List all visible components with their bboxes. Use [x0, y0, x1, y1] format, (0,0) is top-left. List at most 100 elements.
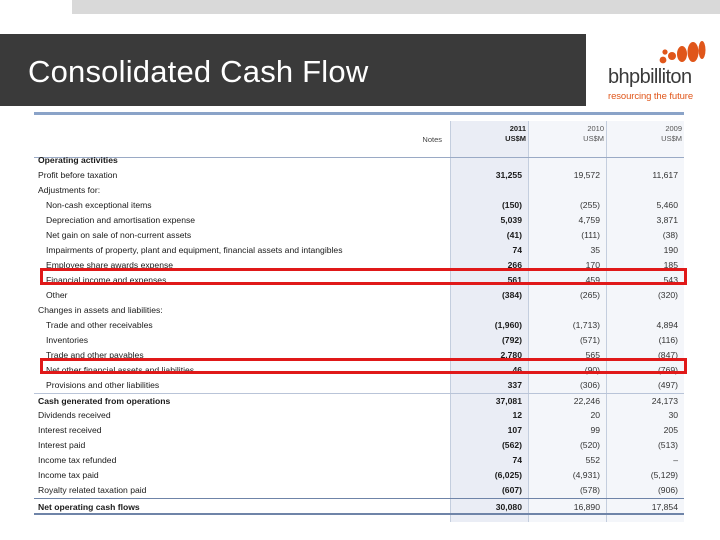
value-2010: (520) — [579, 440, 600, 450]
statement-header: Notes 2011 US$M 2010 US$M 2009 US$M — [34, 121, 684, 158]
table-row: Non-cash exceptional items (150) (255) 5,46… — [34, 198, 684, 213]
bhp-billiton-logo: bhpbilliton resourcing the future — [602, 40, 712, 106]
row-label: Income tax refunded — [38, 455, 117, 465]
column-header-2009: 2009 US$M — [661, 124, 682, 143]
value-2009: 543 — [663, 275, 678, 285]
column-header-2010: 2010 US$M — [583, 124, 604, 143]
value-2009: 4,894 — [656, 320, 678, 330]
value-2009: (906) — [657, 485, 678, 495]
table-row: Profit before taxation 31,255 19,572 11,617 — [34, 168, 684, 183]
row-label: Net operating cash flows — [38, 502, 140, 512]
value-2011: 31,255 — [495, 170, 522, 180]
table-row: Changes in assets and liabilities: — [34, 303, 684, 318]
value-2011: 37,081 — [495, 396, 522, 406]
table-row: Depreciation and amortisation expense 5,0… — [34, 213, 684, 228]
value-2010: 16,890 — [573, 502, 600, 512]
highlight-net-other-financial-row — [40, 358, 687, 374]
value-2011: (607) — [501, 485, 522, 495]
value-2010: 22,246 — [573, 396, 600, 406]
table-row: Net operating cash flows 30,080 16,890 17,8… — [34, 498, 684, 515]
value-2011: 5,039 — [500, 215, 522, 225]
table-row: Income tax refunded 74 552 – — [34, 453, 684, 468]
table-row: Dividends received 12 20 30 — [34, 408, 684, 423]
logo-tagline: resourcing the future — [608, 91, 694, 102]
value-2011: (792) — [501, 335, 522, 345]
row-label: Impairments of property, plant and equip… — [46, 245, 343, 255]
value-2009: (847) — [657, 350, 678, 360]
value-2010: 20 — [590, 410, 600, 420]
value-2011: (562) — [501, 440, 522, 450]
row-label: Operating activities — [38, 155, 118, 165]
value-2010: 4,759 — [578, 215, 600, 225]
row-label: Interest paid — [38, 440, 86, 450]
value-2010: (255) — [579, 200, 600, 210]
value-2009: (513) — [657, 440, 678, 450]
table-row: Net gain on sale of non-current assets (4… — [34, 228, 684, 243]
slide-title: Consolidated Cash Flow — [28, 54, 369, 89]
row-label: Income tax paid — [38, 470, 99, 480]
table-row: Adjustments for: — [34, 183, 684, 198]
value-2010: (578) — [579, 485, 600, 495]
row-label: Net gain on sale of non-current assets — [46, 230, 192, 240]
table-row: Interest received 107 99 205 — [34, 423, 684, 438]
value-2009: 11,617 — [652, 170, 678, 180]
value-2010: (90) — [584, 365, 600, 375]
value-2010: (265) — [579, 290, 600, 300]
value-2011: (1,960) — [494, 320, 522, 330]
logo-wordmark: bhpbilliton — [608, 66, 692, 88]
table-row: Inventories (792) (571) (116) — [34, 333, 684, 348]
value-2009: 3,871 — [656, 215, 678, 225]
table-row: Income tax paid (6,025) (4,931) (5,129) — [34, 468, 684, 483]
value-2010: 552 — [585, 455, 600, 465]
value-2009: (320) — [657, 290, 678, 300]
notes-column-header: Notes — [422, 135, 442, 144]
row-label: Dividends received — [38, 410, 111, 420]
value-2009: (497) — [657, 380, 678, 390]
column-header-2011: 2011 US$M — [505, 124, 526, 143]
value-2011: 2,780 — [500, 350, 522, 360]
row-label: Non-cash exceptional items — [46, 200, 152, 210]
value-2009: (38) — [662, 230, 678, 240]
value-2011: 30,080 — [495, 502, 522, 512]
value-2009: 17,854 — [651, 502, 678, 512]
statement-rows: Operating activities Profit before taxati… — [34, 153, 684, 515]
value-2009: 30 — [668, 410, 678, 420]
table-row: Impairments of property, plant and equip… — [34, 243, 684, 258]
table-row: Interest paid (562) (520) (513) — [34, 438, 684, 453]
value-2011: 46 — [512, 365, 522, 375]
column-bands — [450, 121, 684, 522]
value-2011: 107 — [507, 425, 522, 435]
value-2009: 5,460 — [656, 200, 678, 210]
table-row: Trade and other receivables (1,960) (1,713… — [34, 318, 684, 333]
value-2009: – — [673, 455, 678, 465]
value-2010: 565 — [585, 350, 600, 360]
row-label: Trade and other receivables — [46, 320, 153, 330]
row-label: Financial income and expenses — [46, 275, 167, 285]
value-2010: (571) — [579, 335, 600, 345]
value-2011: 74 — [512, 455, 522, 465]
row-label: Other — [46, 290, 68, 300]
row-label: Depreciation and amortisation expense — [46, 215, 196, 225]
table-row: Employee share awards expense 266 170 185 — [34, 258, 684, 273]
top-decorative-strip — [72, 0, 720, 14]
table-row: Cash generated from operations 37,081 22,2… — [34, 393, 684, 408]
value-2010: 35 — [590, 245, 600, 255]
table-row: Net other financial assets and liabiliti… — [34, 363, 684, 378]
table-row: Operating activities — [34, 153, 684, 168]
value-2011: (6,025) — [494, 470, 522, 480]
logo-dots-icon — [659, 41, 706, 64]
row-label: Changes in assets and liabilities: — [38, 305, 163, 315]
value-2011: 74 — [512, 245, 522, 255]
table-row: Royalty related taxation paid (607) (578) (… — [34, 483, 684, 498]
value-2009: 190 — [663, 245, 678, 255]
value-2010: (4,931) — [572, 470, 600, 480]
highlight-financial-income-row — [40, 268, 687, 285]
value-2011: (384) — [501, 290, 522, 300]
value-2009: 24,173 — [651, 396, 678, 406]
table-row: Provisions and other liabilities 337 (306)… — [34, 378, 684, 393]
value-2010: (111) — [581, 230, 600, 240]
value-2010: (1,713) — [572, 320, 600, 330]
value-2011: 12 — [512, 410, 522, 420]
row-label: Profit before taxation — [38, 170, 118, 180]
value-2010: 99 — [590, 425, 600, 435]
